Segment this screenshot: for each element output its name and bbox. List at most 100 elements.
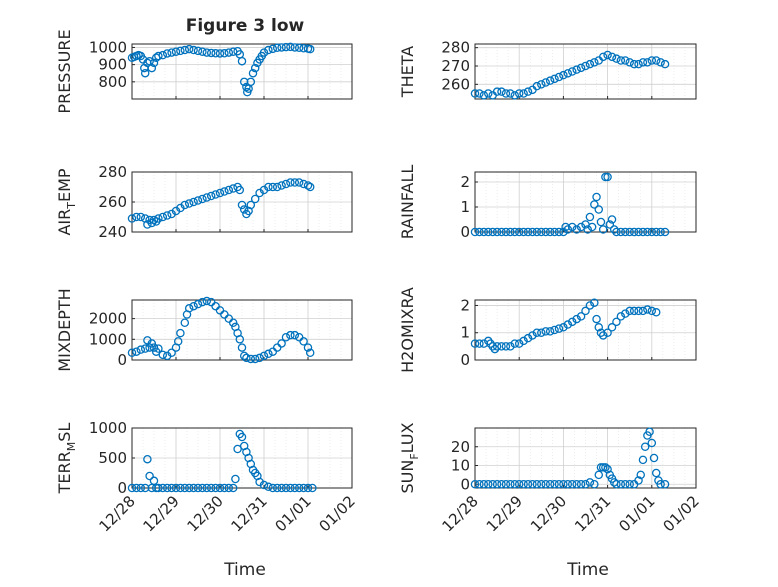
data-point bbox=[268, 44, 278, 54]
data-point bbox=[537, 80, 546, 89]
data-point bbox=[510, 339, 520, 348]
data-point bbox=[184, 483, 194, 493]
data-point bbox=[202, 483, 212, 493]
data-point bbox=[545, 76, 555, 85]
data-point bbox=[598, 225, 608, 234]
data-point bbox=[506, 342, 515, 351]
data-point bbox=[272, 43, 282, 53]
data-point bbox=[567, 222, 577, 232]
data-point bbox=[612, 54, 621, 63]
data-point bbox=[621, 479, 630, 489]
subplot-4: 0 1 2 RAINFALL bbox=[398, 165, 697, 241]
y-tick-label: 500 bbox=[98, 449, 127, 467]
data-point bbox=[158, 212, 168, 222]
data-point bbox=[246, 77, 256, 87]
data-point bbox=[638, 58, 648, 67]
data-point bbox=[281, 42, 291, 52]
data-point bbox=[176, 483, 185, 493]
data-point bbox=[184, 304, 194, 313]
data-point bbox=[231, 474, 240, 484]
data-point bbox=[136, 345, 146, 354]
y-tick-label: 0 bbox=[460, 475, 470, 493]
data-point bbox=[640, 442, 650, 451]
data-point bbox=[647, 306, 657, 316]
data-point bbox=[550, 479, 559, 489]
data-point bbox=[572, 314, 581, 324]
data-point bbox=[625, 58, 634, 67]
data-point bbox=[612, 227, 621, 237]
data-point bbox=[158, 350, 168, 360]
data-point bbox=[567, 67, 577, 76]
data-point bbox=[492, 87, 502, 96]
data-point bbox=[259, 48, 269, 57]
axes-box bbox=[474, 43, 697, 100]
data-point bbox=[603, 172, 612, 182]
axes-box bbox=[131, 299, 353, 361]
data-point bbox=[572, 225, 581, 234]
data-point bbox=[506, 89, 515, 98]
data-point bbox=[545, 479, 555, 489]
data-point bbox=[629, 59, 639, 69]
data-point bbox=[202, 296, 212, 306]
data-point bbox=[235, 335, 245, 344]
data-point bbox=[184, 44, 194, 54]
data-point bbox=[286, 483, 295, 493]
data-point bbox=[634, 306, 643, 316]
data-point bbox=[590, 298, 599, 307]
data-point bbox=[523, 333, 533, 343]
data-point bbox=[149, 343, 159, 352]
data-point bbox=[228, 483, 238, 493]
data-point bbox=[173, 337, 183, 346]
data-point bbox=[576, 63, 586, 73]
data-point bbox=[537, 328, 546, 337]
data-point bbox=[554, 72, 564, 82]
data-point bbox=[510, 479, 520, 489]
data-point bbox=[492, 227, 502, 237]
data-point bbox=[607, 323, 617, 332]
data-point bbox=[660, 479, 670, 489]
data-point bbox=[475, 89, 484, 98]
data-point bbox=[634, 59, 643, 69]
data-point bbox=[634, 476, 643, 485]
y-tick-label: 0 bbox=[460, 351, 470, 369]
data-point bbox=[305, 182, 315, 192]
data-point bbox=[224, 185, 234, 195]
data-point bbox=[154, 214, 163, 223]
data-point bbox=[308, 483, 317, 493]
data-point bbox=[594, 205, 604, 214]
data-point bbox=[237, 56, 247, 66]
data-point bbox=[154, 344, 163, 353]
data-point bbox=[501, 479, 511, 489]
data-point bbox=[264, 45, 273, 55]
data-point bbox=[470, 479, 480, 489]
data-point bbox=[235, 185, 245, 195]
data-point bbox=[180, 318, 190, 328]
data-point bbox=[638, 455, 648, 465]
data-point bbox=[634, 227, 643, 237]
axes-box bbox=[474, 299, 697, 361]
data-point bbox=[303, 483, 313, 493]
data-point bbox=[294, 178, 304, 187]
data-point bbox=[167, 483, 176, 493]
data-point bbox=[479, 227, 489, 237]
data-point bbox=[501, 227, 511, 237]
data-point bbox=[277, 339, 286, 348]
data-point bbox=[250, 354, 260, 364]
data-point bbox=[184, 199, 194, 208]
y-axis-label: SUNFLUX bbox=[398, 422, 421, 493]
data-point bbox=[488, 479, 497, 489]
data-point bbox=[176, 328, 185, 338]
data-point bbox=[581, 306, 590, 316]
data-point bbox=[246, 354, 256, 364]
data-point bbox=[532, 328, 542, 337]
data-point bbox=[132, 212, 141, 222]
subplot-5: 0 1000 2000 MIXDEPTH bbox=[55, 288, 353, 372]
data-point bbox=[272, 182, 282, 192]
data-point bbox=[272, 483, 282, 493]
data-point bbox=[206, 191, 216, 201]
data-point bbox=[532, 479, 542, 489]
y-tick-label: 1000 bbox=[89, 38, 127, 56]
